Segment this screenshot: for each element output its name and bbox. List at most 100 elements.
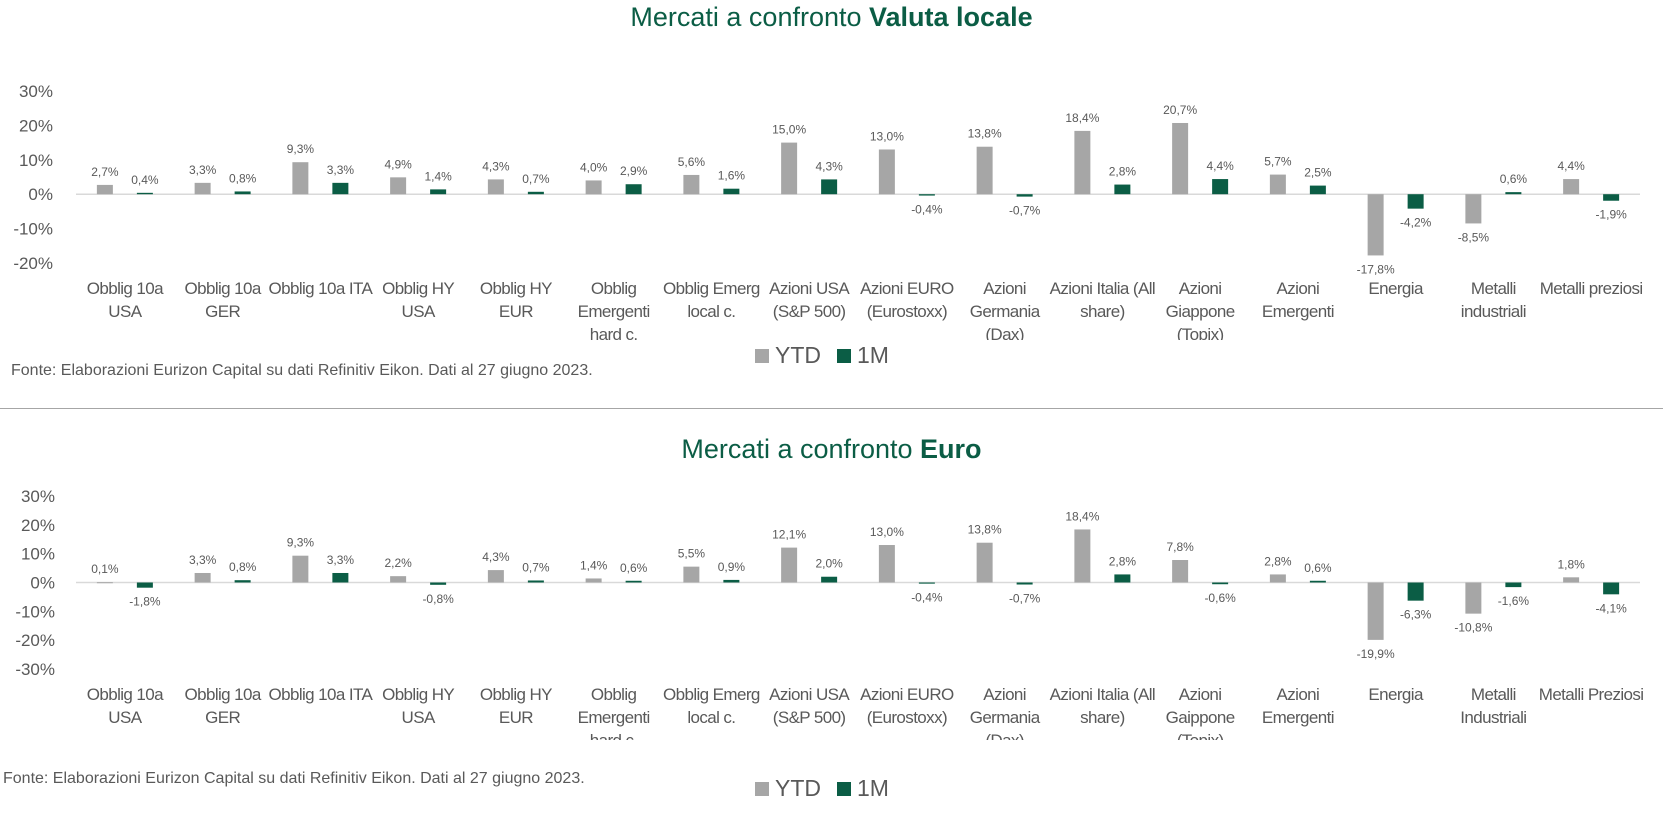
data-label-1m: -0,7% bbox=[1009, 204, 1041, 218]
y-tick-label: -20% bbox=[13, 254, 53, 273]
category-label: Emergenti bbox=[1262, 302, 1334, 321]
data-label-ytd: 0,1% bbox=[91, 562, 119, 576]
category-label: Obblig bbox=[591, 279, 637, 298]
data-label-1m: 2,8% bbox=[1109, 165, 1137, 179]
category-label: Obblig HY bbox=[480, 279, 552, 298]
category-label: hard c. bbox=[590, 731, 638, 740]
bar-ytd bbox=[1074, 130, 1091, 195]
bar-ytd bbox=[878, 545, 895, 583]
category-label: Azioni bbox=[1277, 279, 1320, 298]
bar-1m bbox=[136, 192, 153, 195]
y-tick-label: 20% bbox=[19, 116, 53, 135]
data-label-1m: 0,6% bbox=[1500, 172, 1528, 186]
data-label-ytd: 9,3% bbox=[287, 536, 315, 550]
bar-1m bbox=[1212, 582, 1229, 585]
category-label: Germania bbox=[970, 302, 1041, 321]
bar-ytd bbox=[96, 184, 113, 195]
category-label: Obblig Emerg bbox=[663, 685, 760, 704]
data-label-1m: -4,1% bbox=[1595, 601, 1627, 615]
data-label-ytd: -10,8% bbox=[1454, 621, 1492, 635]
category-label: Azioni bbox=[1179, 279, 1222, 298]
bar-ytd bbox=[585, 180, 602, 195]
panel-divider bbox=[0, 408, 1663, 409]
category-label: USA bbox=[402, 302, 436, 321]
data-label-1m: 1,4% bbox=[424, 169, 452, 183]
legend: YTD 1M bbox=[755, 342, 905, 369]
chart-panel-local-currency: Mercati a confronto Valuta locale 30% 20%… bbox=[0, 0, 1663, 400]
category-label: share) bbox=[1080, 302, 1125, 321]
category-label: Obblig 10a bbox=[185, 279, 262, 298]
category-label: Gaippone bbox=[1166, 708, 1235, 727]
category-label: (Dax) bbox=[985, 731, 1024, 740]
chart-panel-euro: Mercati a confronto Euro 30% 20% 10% 0% -10%… bbox=[0, 410, 1663, 818]
bar-1m bbox=[234, 191, 251, 195]
category-label: Emergenti bbox=[1262, 708, 1334, 727]
category-label: GER bbox=[205, 708, 240, 727]
legend-label-1m: 1M bbox=[857, 775, 889, 801]
category-label: Obblig 10a ITA bbox=[269, 685, 374, 704]
bar-ytd bbox=[781, 547, 798, 583]
category-label: Azioni EURO bbox=[860, 279, 954, 298]
data-label-ytd: 15,0% bbox=[772, 123, 806, 137]
data-label-1m: 0,7% bbox=[522, 560, 550, 574]
bar-1m bbox=[1603, 194, 1620, 201]
y-tick-label: -20% bbox=[15, 631, 55, 650]
data-label-1m: 0,9% bbox=[718, 560, 746, 574]
category-label: (Topix) bbox=[1177, 325, 1224, 340]
y-tick-label: 20% bbox=[21, 516, 55, 535]
bar-ytd bbox=[96, 582, 113, 584]
data-label-ytd: 5,5% bbox=[678, 547, 706, 561]
bar-ytd bbox=[1465, 194, 1482, 224]
data-label-ytd: 13,0% bbox=[870, 525, 904, 539]
category-label: Obblig Emerg bbox=[663, 279, 760, 298]
legend-swatch-ytd bbox=[755, 348, 769, 363]
data-label-1m: -0,4% bbox=[911, 591, 943, 605]
legend-swatch-1m bbox=[837, 781, 851, 796]
data-label-ytd: 18,4% bbox=[1065, 509, 1099, 523]
chart-title-bold: Euro bbox=[920, 434, 982, 464]
chart-title-prefix: Mercati a confronto bbox=[630, 2, 870, 32]
data-label-ytd: 3,3% bbox=[189, 553, 217, 567]
bar-1m bbox=[1407, 582, 1424, 601]
category-label: Metalli bbox=[1471, 685, 1516, 704]
data-label-1m: 0,4% bbox=[131, 173, 159, 187]
category-label: GER bbox=[205, 302, 240, 321]
data-label-ytd: 5,6% bbox=[678, 155, 706, 169]
bar-ytd bbox=[976, 542, 993, 583]
bar-ytd bbox=[976, 146, 993, 195]
legend-item-1m: 1M bbox=[837, 775, 889, 802]
bar-1m bbox=[332, 572, 349, 583]
data-label-1m: 2,8% bbox=[1109, 554, 1137, 568]
bar-ytd bbox=[781, 142, 798, 195]
y-tick-label: 30% bbox=[21, 487, 55, 506]
category-label: Giappone bbox=[1166, 302, 1235, 321]
data-label-ytd: -17,8% bbox=[1357, 262, 1395, 276]
data-label-1m: 2,0% bbox=[815, 557, 843, 571]
data-label-1m: 1,6% bbox=[718, 169, 746, 183]
category-label: Obblig HY bbox=[382, 685, 454, 704]
category-label: (S&P 500) bbox=[773, 708, 846, 727]
bar-1m bbox=[1309, 580, 1326, 583]
category-label: (S&P 500) bbox=[773, 302, 846, 321]
bar-ytd bbox=[390, 576, 407, 583]
chart-title: Mercati a confronto Euro bbox=[0, 434, 1663, 465]
legend-swatch-ytd bbox=[755, 781, 769, 796]
data-label-ytd: 20,7% bbox=[1163, 103, 1197, 117]
y-tick-label: -30% bbox=[15, 660, 55, 679]
category-label: Metalli bbox=[1471, 279, 1516, 298]
legend-item-1m: 1M bbox=[837, 342, 889, 369]
bar-1m bbox=[625, 184, 642, 195]
bar-1m bbox=[136, 582, 153, 588]
legend: YTD 1M bbox=[755, 775, 905, 802]
bar-1m bbox=[1212, 179, 1229, 195]
bar-ytd bbox=[194, 572, 211, 583]
bar-1m bbox=[723, 188, 740, 195]
data-label-ytd: 3,3% bbox=[189, 163, 217, 177]
source-note: Fonte: Elaborazioni Eurizon Capital su d… bbox=[11, 362, 593, 379]
data-label-1m: 3,3% bbox=[327, 163, 355, 177]
data-label-1m: 0,8% bbox=[229, 171, 257, 185]
category-label: Germania bbox=[970, 708, 1041, 727]
bar-1m bbox=[234, 580, 251, 583]
legend-label-ytd: YTD bbox=[775, 342, 821, 368]
data-label-1m: 2,5% bbox=[1304, 166, 1332, 180]
